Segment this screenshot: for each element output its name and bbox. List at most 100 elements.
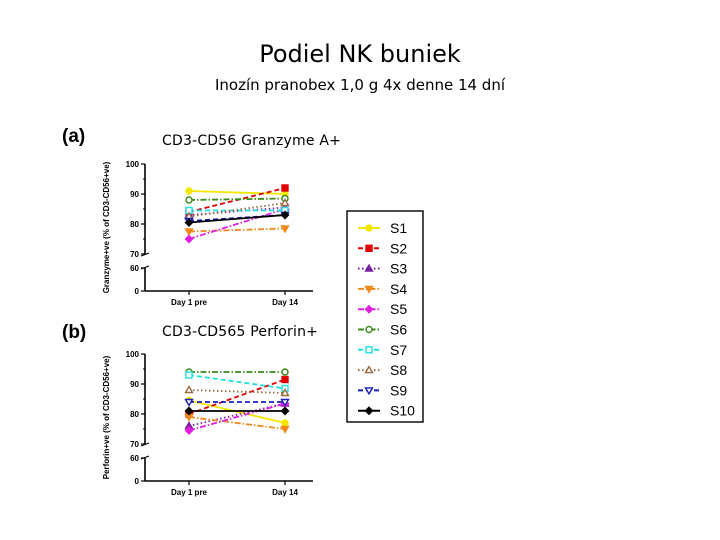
series-line-s5 (188, 402, 286, 432)
x-tick-label: Day 1 pre (171, 488, 208, 497)
y-axis-label: Perforin+ve (% of CD3-CD56+ve) (102, 355, 111, 479)
data-point-s10 (280, 210, 290, 220)
data-point-s4 (184, 228, 194, 237)
series-line-s2 (188, 378, 286, 415)
legend-label: S9 (390, 382, 407, 398)
data-point-s10 (280, 406, 290, 416)
y-tick-label: 80 (130, 220, 139, 229)
legend-label: S3 (390, 261, 407, 277)
legend-item-s4: S4 (358, 281, 407, 297)
legend-label: S10 (390, 403, 415, 419)
series-line-s4 (188, 416, 286, 430)
series-line-s1 (188, 190, 286, 195)
series-line-s8 (188, 389, 286, 394)
data-point-s8 (280, 388, 290, 397)
chart-legend: S1 S2 S3 S4 S5 S6 S7 S8 S9 S10 (346, 210, 424, 423)
chart-b: 100 90 80 70 60 0 Day 1 pre Day 14 Perforin+ve (… (102, 350, 313, 497)
series-line-s7 (188, 374, 286, 390)
page-subtitle: Inozín pranobex 1,0 g 4x denne 14 dní (214, 76, 506, 94)
series-line-s8 (188, 202, 286, 218)
data-point-s8 (280, 198, 290, 207)
data-point-s5 (184, 234, 194, 244)
chart-title-a: CD3-CD56 Granzyme A+ (162, 133, 342, 149)
legend-label: S7 (390, 342, 407, 358)
legend-item-s1: S1 (358, 220, 407, 236)
data-point-s1 (185, 187, 193, 195)
chart-a: 100 90 80 70 60 0 Day 1 pre Day 14 Granzyme+ve (… (102, 160, 313, 307)
data-point-s10 (184, 406, 194, 416)
legend-marker (364, 387, 374, 396)
data-point-s4 (280, 225, 290, 234)
y-tick-label: 90 (130, 190, 139, 199)
legend-item-s10: S10 (358, 403, 415, 419)
legend-marker (365, 325, 373, 334)
data-point-s4 (280, 425, 290, 434)
legend-item-s5: S5 (358, 301, 407, 317)
series-s3 (184, 398, 290, 430)
legend-label: S2 (390, 240, 407, 256)
legend-label: S5 (390, 301, 407, 317)
legend-item-s9: S9 (358, 382, 407, 398)
series-s6 (185, 194, 289, 204)
data-point-s9 (280, 398, 290, 407)
page-title: Podiel NK buniek (259, 40, 461, 68)
data-point-s10 (184, 218, 194, 227)
y-tick-label: 0 (135, 477, 140, 486)
legend-item-s7: S7 (358, 342, 407, 358)
y-tick-label: 70 (130, 440, 139, 449)
y-tick-label: 60 (130, 264, 139, 273)
y-tick-label: 80 (130, 410, 139, 419)
data-point-s7 (185, 371, 193, 379)
series-s10 (184, 210, 290, 227)
y-tick-label: 0 (135, 287, 140, 296)
series-s7 (185, 371, 289, 393)
series-s4 (184, 413, 290, 434)
panel-label-a: (a) (62, 126, 86, 147)
legend-item-s6: S6 (358, 322, 407, 338)
data-point-s6 (281, 368, 289, 376)
legend-item-s3: S3 (358, 261, 407, 277)
series-line-s6 (188, 197, 286, 201)
legend-item-s2: S2 (358, 240, 407, 256)
series-s10 (184, 406, 290, 416)
series-line-s3 (188, 402, 286, 427)
series-line-s10 (188, 214, 286, 224)
legend-marker (364, 304, 374, 314)
legend-marker (365, 346, 373, 354)
y-tick-label: 60 (130, 454, 139, 463)
panel-label-b: (b) (62, 322, 87, 343)
data-point-s5 (184, 426, 194, 435)
y-tick-label: 100 (126, 160, 140, 169)
series-s9 (184, 398, 290, 407)
legend-label: S1 (390, 220, 407, 236)
x-tick-label: Day 14 (272, 298, 298, 307)
series-s4 (184, 225, 290, 237)
series-s6 (185, 368, 289, 376)
data-point-s6 (185, 196, 193, 204)
legend-marker (364, 285, 374, 294)
data-point-s2 (281, 375, 289, 384)
series-s5 (184, 399, 290, 435)
data-point-s1 (281, 419, 289, 427)
data-point-s9 (184, 398, 194, 407)
legend-label: S8 (390, 362, 407, 378)
legend-label: S4 (390, 281, 407, 297)
legend-marker (364, 365, 374, 374)
x-tick-label: Day 1 pre (171, 298, 208, 307)
data-point-s8 (184, 385, 194, 394)
legend-item-s8: S8 (358, 362, 407, 378)
legend-marker (364, 263, 374, 272)
y-tick-label: 70 (130, 250, 139, 259)
y-tick-label: 90 (130, 380, 139, 389)
chart-title-b: CD3-CD565 Perforin+ (162, 324, 319, 340)
y-tick-label: 100 (126, 350, 140, 359)
legend-label: S6 (390, 322, 407, 338)
x-tick-label: Day 14 (272, 488, 298, 497)
series-line-s5 (188, 208, 286, 240)
series-s1 (185, 187, 289, 198)
series-line-s4 (188, 227, 286, 233)
series-s8 (184, 385, 290, 397)
legend-marker (364, 406, 374, 416)
y-axis-label: Granzyme+ve (% of CD3-CD56+ve) (102, 161, 111, 293)
data-point-s2 (281, 184, 289, 192)
